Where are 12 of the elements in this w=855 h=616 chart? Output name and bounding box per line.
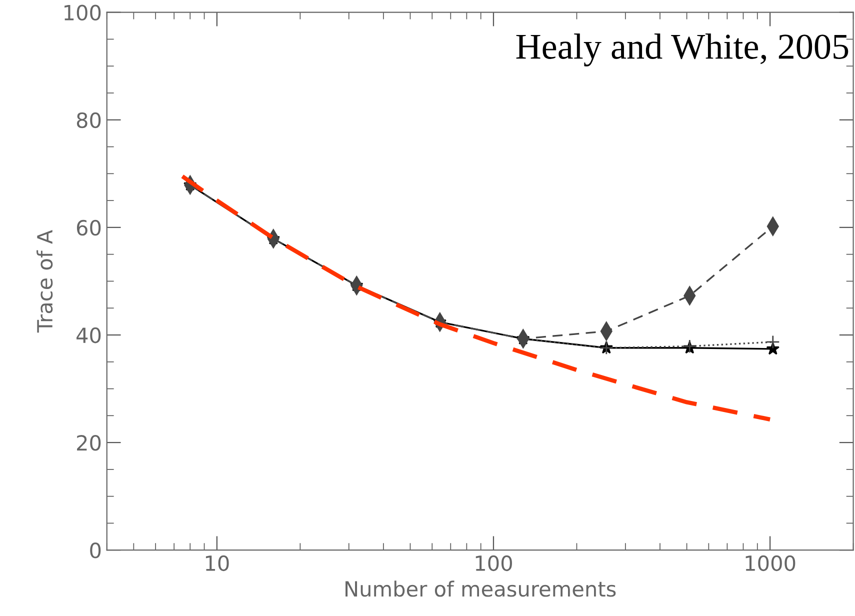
y-tick-label: 60: [76, 220, 101, 236]
x-tick-label: 10: [206, 555, 229, 572]
y-tick-label: 80: [76, 112, 101, 128]
y-tick-label: 20: [77, 434, 101, 451]
y-tick-label: 100: [64, 4, 101, 21]
annotation: Healy and White, 2005: [516, 34, 848, 66]
y-tick-label: 40: [76, 327, 101, 344]
y-tick-label: 0: [90, 542, 101, 558]
y-axis-title: Trace of A: [36, 230, 53, 333]
x-tick-label: 100: [476, 555, 512, 572]
x-axis-title: Number of measurements: [346, 580, 616, 597]
x-tick-label: 1000: [746, 555, 796, 572]
